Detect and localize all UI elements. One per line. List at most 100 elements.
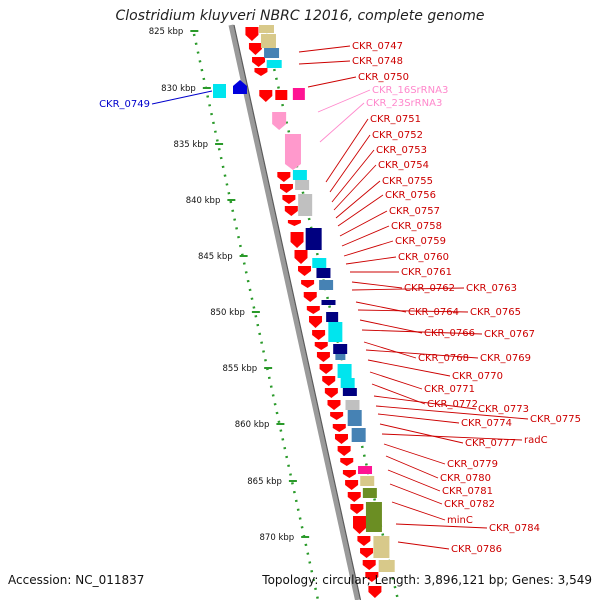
- gene-label: CKR_0777: [465, 438, 516, 449]
- tick-label: 845 kbp: [198, 252, 233, 262]
- gene-feature: [295, 180, 310, 190]
- gene-feature: [378, 560, 395, 572]
- leader-line: [395, 523, 488, 529]
- rrna-23s: [284, 134, 301, 170]
- leader-line: [317, 89, 371, 113]
- cds-arrow: [245, 27, 259, 41]
- gene-label: CKR_0774: [461, 418, 512, 429]
- cds-arrow: [303, 292, 317, 302]
- gene-label: CKR_0752: [372, 130, 423, 141]
- gene-feature: [347, 410, 362, 426]
- gene-label: CKR_0749: [99, 99, 150, 110]
- gene-label: CKR_0784: [489, 523, 540, 534]
- gene-feature: [298, 194, 313, 216]
- leader-line: [375, 405, 529, 420]
- gene-label: CKR_0768: [418, 353, 469, 364]
- gene-feature: [360, 476, 375, 486]
- gene-feature: [260, 34, 276, 48]
- leader-line: [345, 256, 397, 265]
- leader-line: [385, 455, 439, 479]
- gene-feature: [305, 228, 322, 250]
- cds-arrow: [345, 480, 359, 490]
- gene-label: CKR_0775: [530, 414, 581, 425]
- leader-line: [391, 501, 446, 521]
- gene-label: CKR_0779: [447, 459, 498, 470]
- gene-label: CKR_0786: [451, 544, 502, 555]
- genes-value: 3,549: [557, 573, 592, 587]
- leader-line: [333, 164, 377, 211]
- map-title: Clostridium kluyveri NBRC 12016, complet…: [115, 8, 485, 24]
- guide-line-left: [192, 33, 320, 600]
- cds-arrow: [334, 434, 348, 444]
- topology-value: circular: [322, 573, 367, 587]
- leader-line: [363, 341, 417, 359]
- gene-label: CKR_0780: [440, 473, 491, 484]
- length-label: Length:: [374, 573, 421, 587]
- gene-label: CKR_0763: [466, 283, 517, 294]
- gene-feature: [264, 48, 280, 58]
- tick-label: 850 kbp: [210, 308, 245, 318]
- tick-label: 830 kbp: [161, 84, 196, 94]
- tick-label: 840 kbp: [186, 196, 221, 206]
- cds-arrow: [279, 184, 293, 193]
- gene-label: CKR_0758: [391, 221, 442, 232]
- genes-label: Genes:: [511, 573, 554, 587]
- rrna-16s: [272, 112, 287, 130]
- gene-label: CKR_0782: [444, 499, 495, 510]
- leader-line: [373, 395, 477, 410]
- leader-line: [377, 413, 460, 424]
- gene-feature: [259, 25, 274, 33]
- leader-line: [381, 433, 523, 441]
- cds-arrow: [290, 232, 304, 248]
- accession-info: Accession: NC_011837: [8, 573, 144, 587]
- leader-line: [329, 134, 371, 193]
- cds-arrow: [277, 172, 291, 182]
- cds-arrow: [309, 316, 323, 328]
- accession-label: Accession:: [8, 573, 72, 587]
- gene-label: CKR_16SrRNA3: [372, 85, 448, 96]
- gene-label: CKR_0759: [395, 236, 446, 247]
- leader-line: [383, 443, 446, 465]
- gene-feature: [337, 364, 352, 378]
- leader-line: [339, 210, 388, 237]
- cds-arrow: [282, 195, 296, 204]
- cds-arrow: [357, 536, 371, 546]
- cds-arrow: [362, 560, 376, 570]
- cds-arrow: [314, 342, 328, 350]
- gene-label: CKR_0754: [378, 160, 429, 171]
- gene-label: CKR_0769: [480, 353, 531, 364]
- leader-line: [351, 287, 465, 291]
- cds-arrow: [322, 376, 336, 386]
- leader-line: [365, 349, 479, 359]
- leader-line: [343, 240, 394, 257]
- cds-arrow: [368, 586, 382, 598]
- gene-label: CKR_0761: [401, 267, 452, 278]
- tick-label: 870 kbp: [260, 533, 295, 543]
- gene-feature: [292, 88, 305, 100]
- gene-label: CKR_0767: [484, 329, 535, 340]
- cds-arrow: [324, 388, 338, 398]
- cds-arrow: [287, 220, 301, 226]
- leader-line: [351, 281, 403, 289]
- gene-label: CKR_0755: [382, 176, 433, 187]
- cds-arrow: [327, 400, 341, 410]
- gene-feature: [335, 354, 346, 360]
- cds-arrow: [337, 446, 351, 456]
- gene-label: CKR_0781: [442, 486, 493, 497]
- leader-line: [335, 180, 381, 219]
- cds-arrow: [254, 68, 268, 76]
- cds-arrow: [353, 516, 367, 534]
- gene-feature: [340, 378, 355, 388]
- topology-label: Topology:: [262, 573, 319, 587]
- gene-label: CKR_0773: [478, 404, 529, 415]
- gene-feature: [321, 300, 336, 305]
- gene-feature: [319, 280, 334, 290]
- gene-label: CKR_23SrRNA3: [366, 98, 442, 109]
- gene-label: CKR_0757: [389, 206, 440, 217]
- leader-line: [357, 309, 469, 313]
- cds-arrow: [342, 470, 356, 478]
- tick-label: 835 kbp: [173, 140, 208, 150]
- gene-label: CKR_0753: [376, 145, 427, 156]
- leader-line: [389, 483, 443, 505]
